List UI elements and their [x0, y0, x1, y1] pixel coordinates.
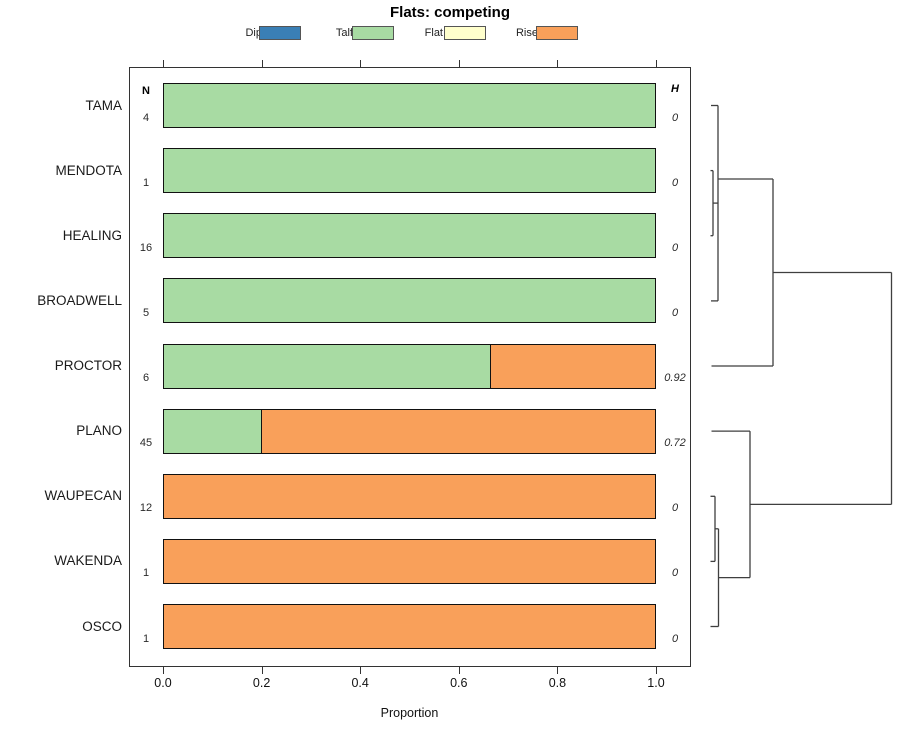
n-value-osco: 1: [142, 632, 150, 645]
row-label-osco: OSCO: [82, 618, 122, 634]
n-value-plano: 45: [139, 437, 153, 450]
bar-waupecan: [163, 473, 656, 519]
bar-wakenda: [163, 538, 656, 584]
x-tick-top: [557, 60, 559, 67]
legend-swatch-talf: [352, 26, 394, 40]
chart-title: Flats: competing: [389, 4, 510, 21]
h-value-healing: 0: [671, 241, 679, 254]
row-label-tama: TAMA: [85, 97, 123, 113]
x-tick-top: [360, 60, 362, 67]
bar-mendota: [163, 148, 656, 194]
x-tick-label: 0.6: [450, 676, 468, 690]
x-tick-label: 0.2: [252, 676, 271, 690]
bar-segment-talf: [164, 84, 655, 127]
bar-segment-rise: [491, 344, 655, 388]
h-value-broadwell: 0: [671, 306, 679, 319]
row-label-plano: PLANO: [76, 423, 122, 439]
legend-label-talf: Talf: [335, 27, 353, 39]
x-tick-label: 0.4: [351, 676, 369, 690]
x-tick-label: 1.0: [647, 676, 665, 690]
h-value-plano: 0.72: [664, 437, 686, 450]
x-tick-bottom: [261, 667, 263, 674]
bar-segment-rise: [164, 605, 655, 648]
x-tick-top: [656, 60, 657, 67]
h-column-header: H: [671, 83, 679, 95]
h-value-tama: 0: [671, 111, 679, 124]
bar-segment-talf: [164, 344, 492, 388]
n-column-header: N: [142, 85, 150, 97]
x-tick-top: [261, 60, 263, 67]
legend-label-rise: Rise: [515, 27, 538, 39]
bar-segment-rise: [164, 474, 655, 518]
row-label-mendota: MENDOTA: [55, 162, 123, 178]
bar-plano: [163, 408, 656, 454]
n-value-healing: 16: [139, 241, 153, 254]
bar-tama: [163, 83, 656, 128]
legend-swatch-flat: [444, 26, 486, 40]
n-value-proctor: 6: [142, 372, 150, 384]
bar-proctor: [163, 343, 656, 389]
x-tick-label: 0.8: [548, 676, 567, 690]
x-tick-bottom: [360, 667, 362, 674]
row-label-proctor: PROCTOR: [54, 358, 122, 373]
legend-label-flat: Flat: [424, 27, 443, 39]
h-value-mendota: 0: [671, 176, 679, 189]
legend-swatch-rise: [536, 26, 578, 40]
x-tick-bottom: [557, 667, 559, 674]
x-axis-title: Proportion: [380, 706, 439, 720]
x-tick-top: [458, 60, 460, 67]
n-value-wakenda: 1: [142, 567, 150, 580]
bar-segment-rise: [164, 539, 655, 583]
bar-healing: [163, 213, 656, 259]
bar-osco: [163, 604, 656, 649]
h-value-proctor: 0.92: [664, 372, 686, 384]
n-value-waupecan: 12: [139, 502, 153, 515]
row-label-healing: HEALING: [62, 227, 122, 243]
x-tick-bottom: [656, 667, 657, 674]
row-label-waupecan: WAUPECAN: [44, 488, 122, 504]
bar-segment-talf: [164, 409, 263, 453]
x-tick-top: [163, 60, 164, 67]
bar-broadwell: [163, 278, 656, 324]
legend-label-dip: Dip: [245, 27, 262, 39]
plot-area: [129, 67, 691, 667]
h-value-waupecan: 0: [671, 502, 679, 515]
bar-segment-rise: [262, 409, 655, 453]
bar-segment-talf: [164, 214, 655, 258]
x-tick-label: 0.0: [154, 676, 172, 690]
n-value-tama: 4: [142, 111, 150, 124]
h-value-wakenda: 0: [671, 567, 679, 580]
row-label-broadwell: BROADWELL: [37, 292, 122, 308]
x-tick-bottom: [163, 667, 164, 674]
h-value-osco: 0: [671, 632, 679, 645]
row-label-wakenda: WAKENDA: [54, 553, 122, 569]
bar-segment-talf: [164, 279, 655, 323]
legend-swatch-dip: [259, 26, 301, 40]
n-value-mendota: 1: [142, 176, 150, 189]
bar-segment-talf: [164, 149, 655, 193]
n-value-broadwell: 5: [142, 306, 150, 319]
x-tick-bottom: [458, 667, 460, 674]
